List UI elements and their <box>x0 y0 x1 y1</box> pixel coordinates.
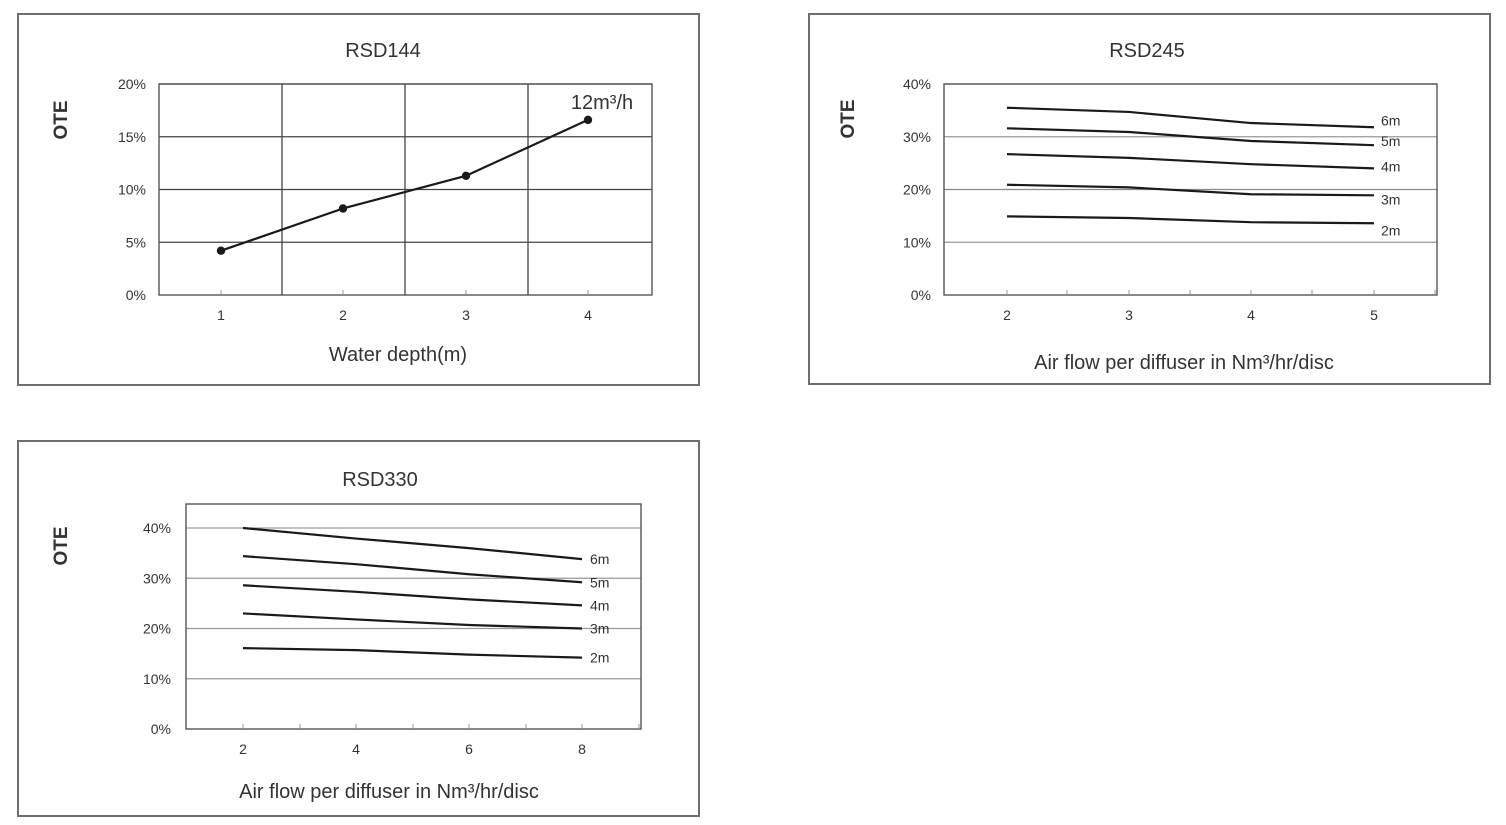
y-tick-label: 40% <box>903 76 931 92</box>
series-line-5m <box>242 555 583 584</box>
y-axis-label: OTE <box>838 99 859 138</box>
y-axis-label: OTE <box>51 526 72 565</box>
y-tick-label: 10% <box>143 671 171 687</box>
x-tick-label: 1 <box>217 307 225 323</box>
x-tick-label: 2 <box>1003 307 1011 323</box>
y-tick-label: 30% <box>143 570 171 586</box>
series-line-6m <box>242 526 583 561</box>
y-tick-label: 10% <box>118 182 146 198</box>
y-tick-label: 15% <box>118 129 146 145</box>
x-tick-label: 4 <box>1247 307 1255 323</box>
chart-rsd330: RSD330 OTE Air flow per diffuser in Nm³/… <box>51 469 642 803</box>
x-tick-label: 3 <box>462 307 470 323</box>
series-label: 3m <box>590 621 609 637</box>
chart-rsd245: RSD245 OTE Air flow per diffuser in Nm³/… <box>838 40 1438 374</box>
chart-title: RSD245 <box>1109 40 1185 62</box>
y-tick-label: 20% <box>118 76 146 92</box>
x-axis-label: Air flow per diffuser in Nm³/hr/disc <box>1034 352 1334 374</box>
y-tick-label: 20% <box>143 621 171 637</box>
x-tick-label: 6 <box>465 741 473 757</box>
series-annotation: 12m³/h <box>571 92 633 114</box>
y-tick-label: 30% <box>903 129 931 145</box>
series-line-2m <box>1006 215 1375 225</box>
series-label: 2m <box>590 650 609 666</box>
x-axis-label: Air flow per diffuser in Nm³/hr/disc <box>239 781 539 803</box>
series-label: 5m <box>590 574 609 590</box>
chart-panel-rsd144 <box>17 13 700 386</box>
series-label: 6m <box>1381 112 1400 128</box>
series-line-4m <box>1006 153 1375 170</box>
y-tick-label: 0% <box>151 721 171 737</box>
chart-title: RSD330 <box>342 469 418 491</box>
y-tick-label: 0% <box>126 287 146 303</box>
y-axis-label: OTE <box>51 100 72 139</box>
series-label: 4m <box>590 597 609 613</box>
series-line-3m <box>1006 183 1375 197</box>
series-line-4m <box>242 584 583 607</box>
x-tick-label: 5 <box>1370 307 1378 323</box>
chart-panel-rsd245 <box>808 13 1491 385</box>
x-axis-label: Water depth(m) <box>329 344 467 366</box>
x-tick-label: 4 <box>352 741 360 757</box>
y-tick-label: 10% <box>903 234 931 250</box>
x-tick-label: 2 <box>239 741 247 757</box>
series-line-5m <box>1006 127 1375 147</box>
series-label: 4m <box>1381 158 1400 174</box>
series-line-2m <box>242 646 583 659</box>
x-tick-label: 8 <box>578 741 586 757</box>
series-line-3m <box>242 612 583 630</box>
data-point-marker <box>583 115 593 125</box>
chart-rsd144: RSD144 OTE Water depth(m) 12m³/h 0% 5% 10%… <box>51 40 653 366</box>
x-tick-label: 4 <box>584 307 592 323</box>
data-point-marker <box>461 171 471 180</box>
series-line-6m <box>1006 106 1375 129</box>
x-tick-label: 3 <box>1125 307 1133 323</box>
data-point-marker <box>216 246 226 255</box>
data-point-marker <box>338 204 348 213</box>
y-tick-label: 0% <box>911 287 931 303</box>
series-line-12mh <box>220 118 589 252</box>
series-label: 5m <box>1381 133 1400 149</box>
plot-area <box>185 503 642 730</box>
chart-title: RSD144 <box>345 40 421 62</box>
x-tick-label: 2 <box>339 307 347 323</box>
series-label: 3m <box>1381 191 1400 207</box>
series-label: 6m <box>590 551 609 567</box>
series-label: 2m <box>1381 222 1400 238</box>
y-tick-label: 20% <box>903 182 931 198</box>
y-tick-label: 40% <box>143 520 171 536</box>
y-tick-label: 5% <box>126 234 146 250</box>
